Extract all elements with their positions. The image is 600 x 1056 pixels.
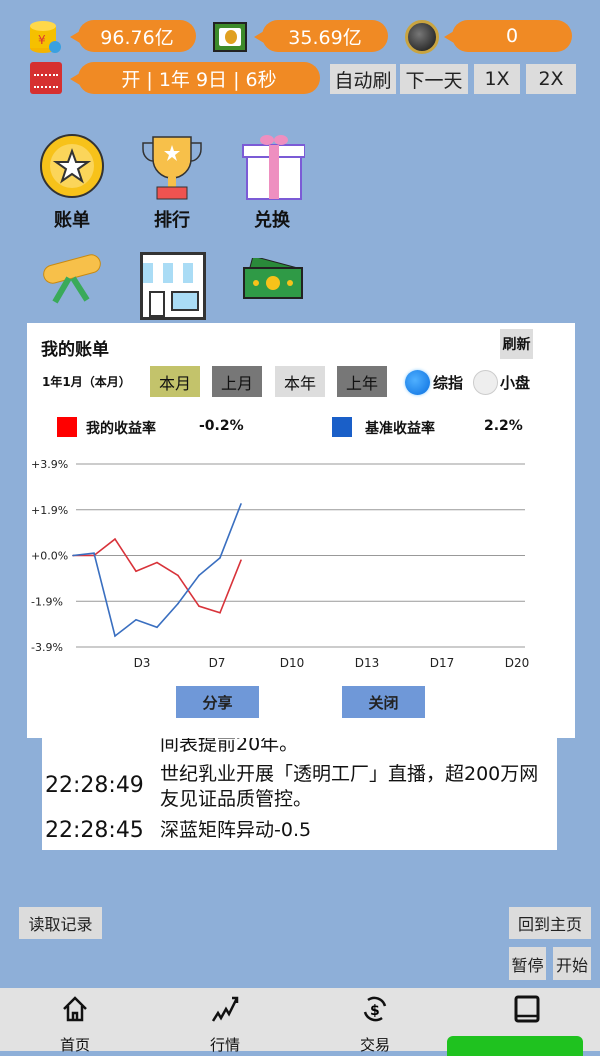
star-coin-icon [40, 134, 104, 198]
svg-text:¥: ¥ [38, 33, 46, 47]
data-point [198, 574, 200, 577]
legend-bench-swatch [332, 417, 352, 437]
nav-home-label: 首页 [59, 1036, 90, 1054]
rank-menu-item[interactable]: 排行 [122, 130, 222, 231]
legend-my-swatch [57, 417, 77, 437]
coins-value: 96.76亿 [70, 20, 196, 52]
coins-icon: ¥ [28, 18, 62, 54]
data-point [177, 574, 179, 577]
bill-menu-item[interactable]: 账单 [22, 130, 122, 231]
legend-bench-value: 2.2% [484, 418, 523, 434]
data-point [135, 618, 137, 621]
calendar-icon [30, 62, 62, 94]
data-point [219, 611, 221, 614]
y-tick-label: +0.0% [31, 550, 68, 563]
data-point [240, 503, 242, 505]
news-text: 深蓝矩阵异动-0.5 [160, 819, 312, 841]
y-tick-label: +3.9% [31, 458, 68, 471]
data-point [177, 602, 179, 605]
data-point [114, 635, 116, 637]
y-tick-label: -1.9% [31, 595, 63, 608]
nav-trade-label: 交易 [359, 1036, 390, 1054]
back-home-button[interactable]: 回到主页 [509, 907, 591, 939]
bill-dialog: 我的账单 刷新 1年1月（本月） 本月 上月 本年 上年 综指 小盘 我的收益率… [27, 323, 575, 738]
exchange-icon: $ [363, 996, 387, 1022]
banknote-icon [213, 22, 247, 52]
legend-bench-label: 基准收益率 [365, 421, 435, 437]
tab-this-month[interactable]: 本月 [150, 366, 200, 397]
globe-icon [405, 20, 439, 54]
nav-home[interactable]: 首页 [0, 988, 150, 1054]
y-tick-label: +1.9% [31, 504, 68, 517]
exchange-label: 兑换 [254, 210, 290, 231]
trophy-icon [142, 136, 202, 200]
tab-this-year[interactable]: 本年 [275, 366, 325, 397]
green-action-button[interactable] [447, 1036, 583, 1056]
radio-composite[interactable] [405, 370, 430, 395]
x-tick-label: D3 [134, 656, 151, 670]
data-point [219, 557, 221, 559]
points-value: 0 [444, 20, 572, 52]
book-icon [514, 995, 540, 1023]
news-time: 22:28:45 [45, 818, 144, 843]
store-icon[interactable] [140, 252, 206, 320]
nav-market-label: 行情 [209, 1036, 240, 1054]
share-button[interactable]: 分享 [176, 686, 259, 718]
start-button[interactable]: 开始 [553, 947, 591, 980]
y-tick-label: -3.9% [31, 641, 63, 654]
bill-label: 账单 [54, 210, 90, 231]
x-tick-label: D7 [209, 656, 226, 670]
speed-2x-button[interactable]: 2X [526, 64, 576, 94]
radio-smallcap-label: 小盘 [500, 374, 531, 392]
data-point [114, 538, 116, 540]
exchange-menu-item[interactable]: 兑换 [222, 130, 322, 231]
bottom-nav: 首页 行情 $ 交易 我的 [0, 988, 600, 1056]
x-tick-label: D13 [355, 656, 380, 670]
radio-smallcap[interactable] [473, 370, 498, 395]
auto-refresh-button[interactable]: 自动刷 [330, 64, 396, 94]
data-point [135, 570, 137, 573]
speed-1x-button[interactable]: 1X [474, 64, 520, 94]
news-text: 世纪乳业开展「透明工厂」直播，超200万网友见证品质管控。 [160, 763, 539, 810]
returns-chart: +3.9% +1.9% +0.0% -1.9% -3.9% D3 D7 D10 D13 D17 D2… [31, 458, 530, 670]
time-status: 开 | 1年 9日 | 6秒 [70, 62, 320, 94]
home-icon [63, 996, 87, 1022]
data-point [93, 552, 95, 554]
legend-my-label: 我的收益率 [86, 421, 156, 437]
x-tick-label: D17 [430, 656, 455, 670]
news-time: 22:28:49 [45, 773, 144, 798]
data-point [72, 554, 74, 557]
svg-text:$: $ [370, 1003, 380, 1019]
trend-icon [211, 996, 239, 1022]
nav-market[interactable]: 行情 [150, 988, 300, 1054]
data-point [240, 559, 242, 561]
load-record-button[interactable]: 读取记录 [19, 907, 102, 939]
tab-last-year[interactable]: 上年 [337, 366, 387, 397]
news-feed: 间表提前20年。 22:28:49 世纪乳业开展「透明工厂」直播，超200万网友… [42, 738, 557, 850]
refresh-button[interactable]: 刷新 [500, 329, 533, 359]
gift-icon [242, 135, 305, 200]
rank-label: 排行 [154, 210, 190, 231]
money-icon[interactable] [242, 255, 304, 304]
cash-value: 35.69亿 [254, 20, 388, 52]
radio-composite-label: 综指 [433, 374, 464, 392]
period-label: 1年1月（本月） [42, 375, 131, 389]
scroll-icon[interactable] [39, 252, 105, 306]
close-button[interactable]: 关闭 [342, 686, 425, 718]
x-tick-label: D10 [280, 656, 305, 670]
data-point [198, 605, 200, 607]
pause-button[interactable]: 暂停 [509, 947, 546, 980]
news-partial-line: 间表提前20年。 [160, 738, 299, 755]
dialog-title: 我的账单 [41, 340, 109, 360]
nav-trade[interactable]: $ 交易 [300, 988, 450, 1054]
data-point [156, 626, 158, 629]
legend-my-value: -0.2% [199, 418, 244, 434]
series-line-1 [72, 503, 242, 638]
x-tick-label: D20 [505, 656, 530, 670]
tab-last-month[interactable]: 上月 [212, 366, 262, 397]
data-point [156, 561, 158, 564]
next-day-button[interactable]: 下一天 [400, 64, 468, 94]
